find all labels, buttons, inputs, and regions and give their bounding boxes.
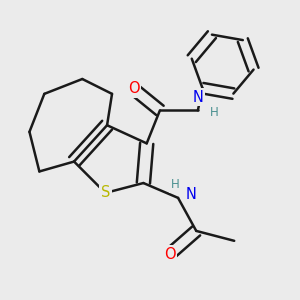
Text: O: O [164, 247, 176, 262]
Text: H: H [210, 106, 219, 118]
Text: N: N [192, 90, 203, 105]
Text: S: S [101, 185, 110, 200]
Text: H: H [171, 178, 180, 191]
Text: O: O [128, 81, 139, 96]
Text: N: N [186, 187, 197, 202]
